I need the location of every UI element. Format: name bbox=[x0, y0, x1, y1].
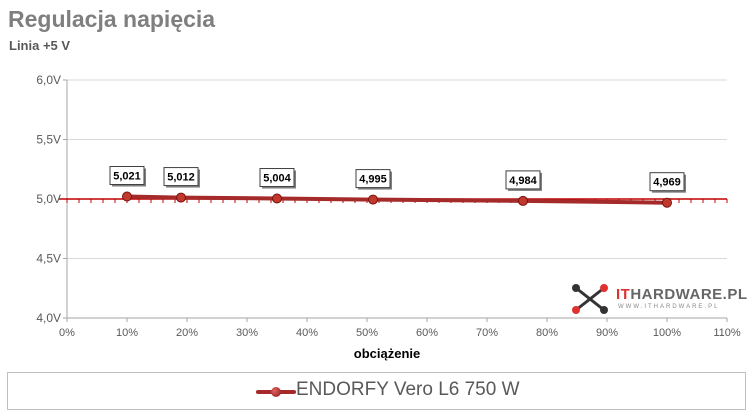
series-line bbox=[125, 194, 669, 205]
data-label-box bbox=[355, 169, 391, 189]
x-tick-label: 50% bbox=[356, 327, 378, 339]
line-chart: 4,0V 4,5V 5,0V 5,5V 6,0V 0% 10% 20% 30% 40% 50% 60%… bbox=[36, 73, 741, 361]
chart-title: Regulacja napięcia bbox=[8, 6, 216, 32]
y-tick-label: 5,5V bbox=[36, 133, 61, 147]
data-point bbox=[122, 191, 132, 202]
data-label-box bbox=[163, 167, 199, 187]
x-tick-label: 30% bbox=[236, 327, 258, 339]
data-label: 4,969 bbox=[653, 177, 681, 189]
data-label: 5,012 bbox=[167, 172, 195, 184]
data-point bbox=[662, 197, 672, 208]
x-axis-label: obciążenie bbox=[354, 346, 420, 361]
x-tick-label: 70% bbox=[476, 327, 498, 339]
data-point bbox=[272, 193, 282, 204]
legend: ENDORFY Vero L6 750 W bbox=[7, 372, 746, 410]
data-label-box bbox=[649, 172, 685, 192]
logo-text: ITHARDWARE.PL bbox=[616, 286, 748, 303]
ithardware-logo: ITHARDWARE.PL WWW.ITHARDWARE.PL bbox=[568, 282, 747, 316]
logo-subtext: WWW.ITHARDWARE.PL bbox=[618, 304, 720, 310]
x-tick-label: 80% bbox=[536, 327, 558, 339]
data-point bbox=[176, 192, 186, 203]
x-tick-label: 20% bbox=[176, 327, 198, 339]
x-tick-label: 100% bbox=[653, 327, 681, 339]
drone-icon bbox=[572, 284, 608, 314]
x-tick-label: 110% bbox=[713, 327, 741, 339]
y-tick-label: 4,5V bbox=[36, 252, 61, 266]
data-label: 4,984 bbox=[509, 175, 537, 187]
y-tick-label: 4,0V bbox=[36, 311, 61, 325]
data-point bbox=[518, 195, 528, 206]
data-label-box bbox=[109, 166, 145, 186]
x-tick-label: 40% bbox=[296, 327, 318, 339]
data-label-box bbox=[259, 168, 295, 188]
y-tick-label: 5,0V bbox=[36, 192, 61, 206]
data-label: 5,021 bbox=[113, 171, 141, 183]
y-tick-label: 6,0V bbox=[36, 73, 61, 87]
data-point bbox=[368, 194, 378, 205]
x-tick-label: 90% bbox=[596, 327, 618, 339]
legend-label: ENDORFY Vero L6 750 W bbox=[296, 379, 520, 400]
legend-swatch bbox=[256, 387, 296, 397]
x-tick-label: 10% bbox=[116, 327, 138, 339]
chart-subtitle: Linia +5 V bbox=[9, 38, 71, 53]
data-label-box bbox=[505, 170, 541, 190]
x-tick-label: 60% bbox=[416, 327, 438, 339]
data-label: 5,004 bbox=[263, 173, 291, 185]
data-label: 4,995 bbox=[359, 174, 387, 186]
x-tick-label: 0% bbox=[59, 327, 75, 339]
